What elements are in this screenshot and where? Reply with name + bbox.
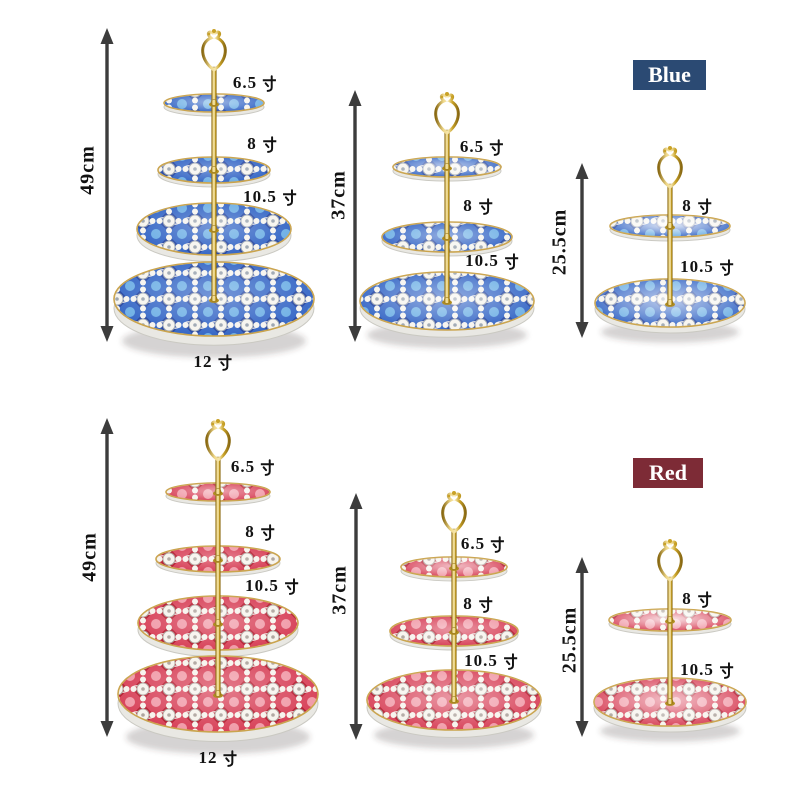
crown-handle-icon	[205, 420, 231, 462]
color-badge-red: Red	[633, 458, 703, 488]
center-rod	[667, 576, 673, 703]
height-arrow-icon	[349, 493, 363, 740]
center-rod	[451, 528, 457, 701]
stand-red-4-tier	[100, 418, 319, 755]
rod-nut	[450, 696, 458, 703]
height-arrow-icon	[575, 557, 589, 737]
badge-blue-label: Blue	[648, 62, 691, 87]
rod-nut	[210, 225, 218, 232]
rod-nut	[450, 627, 458, 634]
center-rod	[667, 183, 673, 304]
rod-nut	[666, 222, 674, 229]
rod-nut	[666, 698, 674, 705]
rod-nut	[210, 99, 218, 106]
crown-handle-icon	[201, 30, 227, 72]
rod-nut	[666, 299, 674, 306]
rod-nut	[210, 295, 218, 302]
center-rod	[444, 129, 450, 302]
rod-nut	[214, 488, 222, 495]
rod-nut	[443, 163, 451, 170]
badge-red-label: Red	[649, 460, 687, 485]
rod-nut	[214, 690, 222, 697]
rod-nut	[443, 233, 451, 240]
height-arrow-icon	[575, 163, 589, 338]
height-arrow-icon	[348, 90, 362, 342]
stand-red-3-tier	[349, 491, 542, 749]
rod-nut	[450, 563, 458, 570]
stand-blue-4-tier	[100, 28, 315, 358]
stand-red-2-tier	[575, 539, 747, 742]
rod-nut	[214, 619, 222, 626]
height-arrow-icon	[100, 418, 114, 737]
stand-blue-3-tier	[348, 90, 535, 349]
stand-blue-2-tier	[575, 146, 746, 343]
crown-handle-icon	[434, 93, 460, 135]
rod-nut	[214, 555, 222, 562]
rod-nut	[666, 616, 674, 623]
crown-handle-icon	[657, 540, 683, 582]
color-badge-blue: Blue	[633, 60, 706, 90]
crown-handle-icon	[441, 492, 467, 534]
height-arrow-icon	[100, 28, 114, 342]
crown-handle-icon	[657, 147, 683, 189]
rod-nut	[443, 297, 451, 304]
rod-nut	[210, 166, 218, 173]
